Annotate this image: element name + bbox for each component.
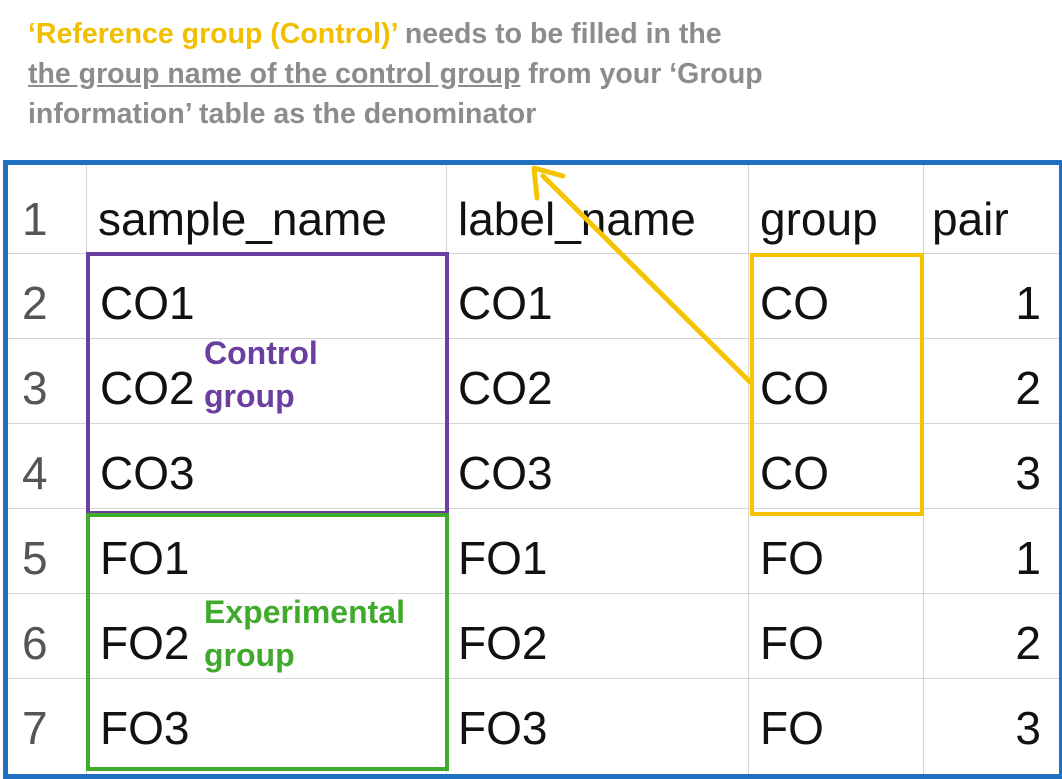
- experimental-group-label: Experimental group: [204, 594, 405, 673]
- group-cell: CO: [760, 362, 829, 414]
- group-cell: FO: [760, 617, 824, 669]
- pair-cell: 2: [1015, 362, 1041, 414]
- header-sample-name: sample_name: [98, 193, 387, 245]
- sample-name-cell: FO2: [100, 617, 190, 669]
- row-number: 6: [22, 617, 48, 669]
- experimental-group-box: [86, 513, 449, 771]
- header-label-name: label_name: [458, 193, 696, 245]
- label-name-cell: FO2: [458, 617, 548, 669]
- pair-cell: 1: [1015, 277, 1041, 329]
- group-cell: FO: [760, 702, 824, 754]
- grid-line: [748, 165, 749, 774]
- sample-name-cell: FO3: [100, 702, 190, 754]
- row-number-1: 1: [22, 193, 48, 245]
- pair-cell: 2: [1015, 617, 1041, 669]
- sample-name-cell: CO3: [100, 447, 195, 499]
- header-group: group: [760, 193, 878, 245]
- reference-group-box: [750, 253, 924, 516]
- group-cell: FO: [760, 532, 824, 584]
- pair-cell: 1: [1015, 532, 1041, 584]
- grid-line: [8, 678, 1059, 679]
- caption-line-2: the group name of the control group from…: [28, 58, 763, 90]
- control-group-name-underlined: the group name of the control group: [28, 58, 521, 90]
- sample-name-cell: CO1: [100, 277, 195, 329]
- label-name-cell: FO3: [458, 702, 548, 754]
- row-number: 7: [22, 702, 48, 754]
- header-pair: pair: [932, 193, 1009, 245]
- grid-line: [8, 508, 1059, 509]
- group-information-sheet: 1 sample_name label_name group pair 2 CO…: [3, 160, 1062, 779]
- grid-line: [8, 423, 1059, 424]
- instruction-caption: ‘Reference group (Control)’ needs to be …: [28, 14, 1048, 134]
- caption-line-1: ‘Reference group (Control)’ needs to be …: [28, 18, 722, 50]
- row-number: 5: [22, 532, 48, 584]
- sample-name-cell: FO1: [100, 532, 190, 584]
- grid-line: [8, 593, 1059, 594]
- row-number: 4: [22, 447, 48, 499]
- group-cell: CO: [760, 447, 829, 499]
- pair-cell: 3: [1015, 702, 1041, 754]
- group-cell: CO: [760, 277, 829, 329]
- row-number: 3: [22, 362, 48, 414]
- label-name-cell: CO3: [458, 447, 553, 499]
- pair-cell: 3: [1015, 447, 1041, 499]
- row-number: 2: [22, 277, 48, 329]
- grid-line: [8, 338, 1059, 339]
- grid-line: [8, 253, 1059, 254]
- caption-line-3: information’ table as the denominator: [28, 98, 537, 130]
- control-group-label: Control group: [204, 335, 318, 414]
- label-name-cell: CO1: [458, 277, 553, 329]
- label-name-cell: FO1: [458, 532, 548, 584]
- label-name-cell: CO2: [458, 362, 553, 414]
- sample-name-cell: CO2: [100, 362, 195, 414]
- reference-group-highlight: ‘Reference group (Control)’: [28, 18, 397, 50]
